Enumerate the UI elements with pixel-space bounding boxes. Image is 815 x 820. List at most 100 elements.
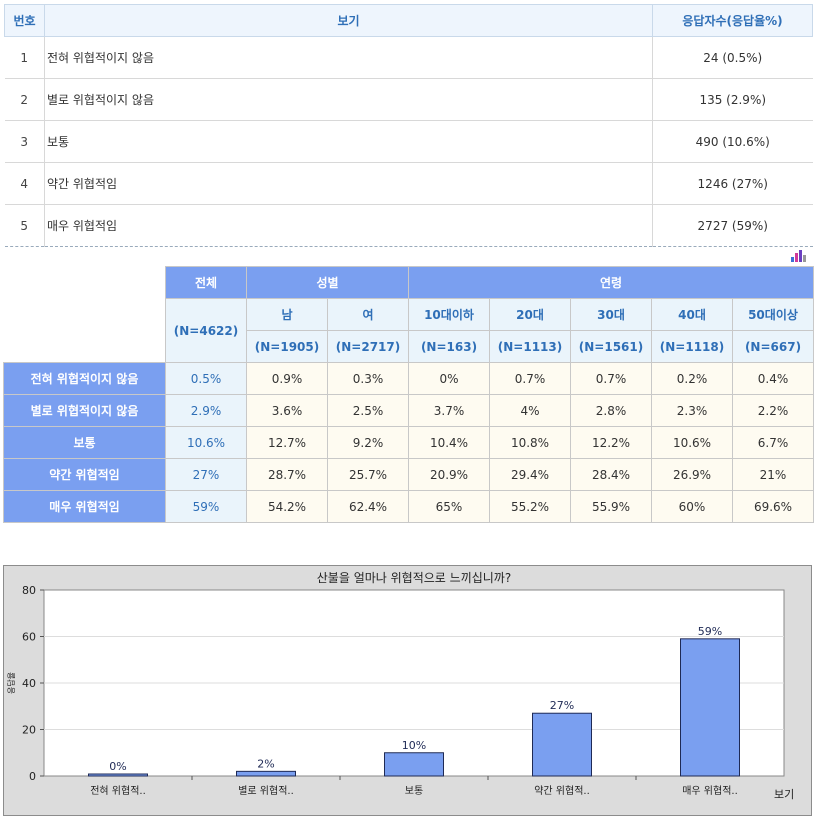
value-cell: 0.4% (732, 362, 814, 395)
x-tick-label: 매우 위협적.. (682, 784, 738, 797)
summary-header-row: 번호 보기 응답자수(응답율%) (4, 4, 813, 37)
row-label: 보통 (3, 426, 166, 459)
data-label: 2% (257, 757, 274, 770)
row-count: 490 (10.6%) (652, 120, 813, 163)
y-tick-label: 80 (22, 584, 36, 597)
bar (236, 770, 296, 777)
bar-chart: 산불을 얼마나 위협적으로 느끼십니까? 0 20 40 60 80 응답율 0% 전혀 위협적… (6, 571, 794, 801)
n-age-30s: (N=1561) (570, 330, 652, 363)
row-option: 보통 (44, 120, 653, 163)
row-option: 약간 위협적임 (44, 162, 653, 205)
table-row: 별로 위협적이지 않음 2.9% 3.6% 2.5% 3.7% 4% 2.8% 2.3% 2.2… (3, 394, 814, 427)
value-cell: 0.9% (246, 362, 328, 395)
value-cell: 10.4% (408, 426, 490, 459)
value-cell: 2.3% (651, 394, 733, 427)
total-cell: 0.5% (165, 362, 247, 395)
value-cell: 4% (489, 394, 571, 427)
value-cell: 65% (408, 490, 490, 523)
value-cell: 2.5% (327, 394, 409, 427)
total-cell: 2.9% (165, 394, 247, 427)
row-option: 별로 위협적이지 않음 (44, 78, 653, 121)
total-header: 전체 (165, 266, 247, 299)
n-male: (N=1905) (246, 330, 328, 363)
y-tick-label: 60 (22, 631, 36, 644)
table-row: 2 별로 위협적이지 않음 135 (2.9%) (4, 78, 813, 121)
col-age-50s: 50대이상 (732, 298, 814, 331)
data-label: 27% (550, 699, 574, 712)
bar (88, 773, 148, 777)
n-age-10s: (N=163) (408, 330, 490, 363)
gender-header: 성별 (246, 266, 409, 299)
value-cell: 25.7% (327, 458, 409, 491)
col-age-40s: 40대 (651, 298, 733, 331)
row-number: 5 (4, 204, 45, 247)
value-cell: 10.8% (489, 426, 571, 459)
value-cell: 21% (732, 458, 814, 491)
value-cell: 29.4% (489, 458, 571, 491)
value-cell: 3.6% (246, 394, 328, 427)
row-number: 4 (4, 162, 45, 205)
data-label: 0% (109, 760, 126, 773)
value-cell: 20.9% (408, 458, 490, 491)
value-cell: 55.9% (570, 490, 652, 523)
value-cell: 0.7% (570, 362, 652, 395)
y-axis-label: 응답율 (6, 672, 16, 694)
x-tick-label: 약간 위협적.. (534, 784, 590, 797)
value-cell: 12.2% (570, 426, 652, 459)
col-age-30s: 30대 (570, 298, 652, 331)
col-header-option: 보기 (44, 4, 653, 37)
col-age-20s: 20대 (489, 298, 571, 331)
value-cell: 0.7% (489, 362, 571, 395)
col-female: 여 (327, 298, 409, 331)
total-cell: 59% (165, 490, 247, 523)
row-count: 24 (0.5%) (652, 36, 813, 79)
value-cell: 0.2% (651, 362, 733, 395)
row-count: 2727 (59%) (652, 204, 813, 247)
row-count: 135 (2.9%) (652, 78, 813, 121)
table-row: 1 전혀 위협적이지 않음 24 (0.5%) (4, 36, 813, 79)
n-age-40s: (N=1118) (651, 330, 733, 363)
col-male: 남 (246, 298, 328, 331)
value-cell: 3.7% (408, 394, 490, 427)
table-row: 4 약간 위협적임 1246 (27%) (4, 162, 813, 205)
y-tick-label: 20 (22, 724, 36, 737)
x-tick-label: 전혀 위협적.. (90, 784, 146, 797)
col-header-count: 응답자수(응답율%) (652, 4, 813, 37)
chart-title: 산불을 얼마나 위협적으로 느끼십니까? (317, 571, 511, 585)
table-row: 전혀 위협적이지 않음 0.5% 0.9% 0.3% 0% 0.7% 0.7% 0.2% 0.4… (3, 362, 814, 395)
table-row: 매우 위협적임 59% 54.2% 62.4% 65% 55.2% 55.9% 60% 69.6… (3, 490, 814, 523)
bar-chart-icon[interactable] (790, 249, 806, 262)
x-tick-label: 보통 (405, 785, 423, 797)
value-cell: 28.4% (570, 458, 652, 491)
value-cell: 2.2% (732, 394, 814, 427)
corner-cell (3, 266, 166, 363)
age-header: 연령 (408, 266, 814, 299)
value-cell: 12.7% (246, 426, 328, 459)
table-row: 약간 위협적임 27% 28.7% 25.7% 20.9% 29.4% 28.4% 26.9%… (3, 458, 814, 491)
data-label: 59% (698, 625, 722, 638)
value-cell: 2.8% (570, 394, 652, 427)
x-tick-label: 별로 위협적.. (238, 784, 294, 797)
value-cell: 10.6% (651, 426, 733, 459)
n-age-20s: (N=1113) (489, 330, 571, 363)
table-row: 보통 10.6% 12.7% 9.2% 10.4% 10.8% 12.2% 10.6% 6.7% (3, 426, 814, 459)
row-label: 매우 위협적임 (3, 490, 166, 523)
value-cell: 26.9% (651, 458, 733, 491)
row-label: 약간 위협적임 (3, 458, 166, 491)
row-number: 1 (4, 36, 45, 79)
value-cell: 28.7% (246, 458, 328, 491)
summary-table: 번호 보기 응답자수(응답율%) 1 전혀 위협적이지 않음 24 (0.5%)… (4, 4, 813, 247)
value-cell: 55.2% (489, 490, 571, 523)
bar (532, 712, 592, 777)
row-option: 전혀 위협적이지 않음 (44, 36, 653, 79)
n-female: (N=2717) (327, 330, 409, 363)
cross-table: 전체 성별 연령 (N=4622) 남 여 10대이하 20대 30대 40대 … (3, 266, 814, 523)
bar (384, 752, 444, 777)
row-label: 전혀 위협적이지 않음 (3, 362, 166, 395)
row-option: 매우 위협적임 (44, 204, 653, 247)
row-number: 3 (4, 120, 45, 163)
value-cell: 0.3% (327, 362, 409, 395)
value-cell: 54.2% (246, 490, 328, 523)
total-cell: 27% (165, 458, 247, 491)
bar (680, 638, 740, 777)
